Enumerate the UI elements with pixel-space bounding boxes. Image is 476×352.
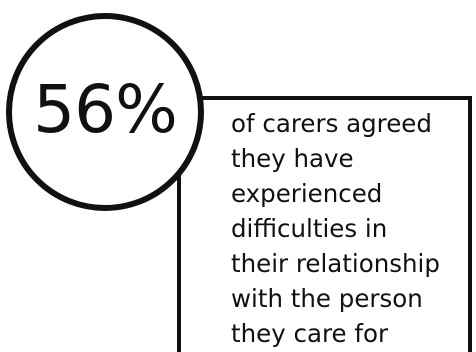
statistic-description-box: of carers agreed they have experienced d… bbox=[177, 96, 472, 352]
description-line: experienced bbox=[231, 179, 383, 208]
description-line: they care for bbox=[231, 319, 389, 348]
description-line: difficulties in bbox=[231, 214, 388, 243]
description-line: they have bbox=[231, 144, 354, 173]
percentage-circle: 56% bbox=[6, 13, 204, 211]
description-line: their relationship bbox=[231, 249, 440, 278]
percentage-value: 56% bbox=[33, 71, 178, 148]
description-line: with the person bbox=[231, 284, 423, 313]
description-line: of carers agreed bbox=[231, 109, 432, 138]
statistic-description: of carers agreed they have experienced d… bbox=[231, 106, 469, 351]
